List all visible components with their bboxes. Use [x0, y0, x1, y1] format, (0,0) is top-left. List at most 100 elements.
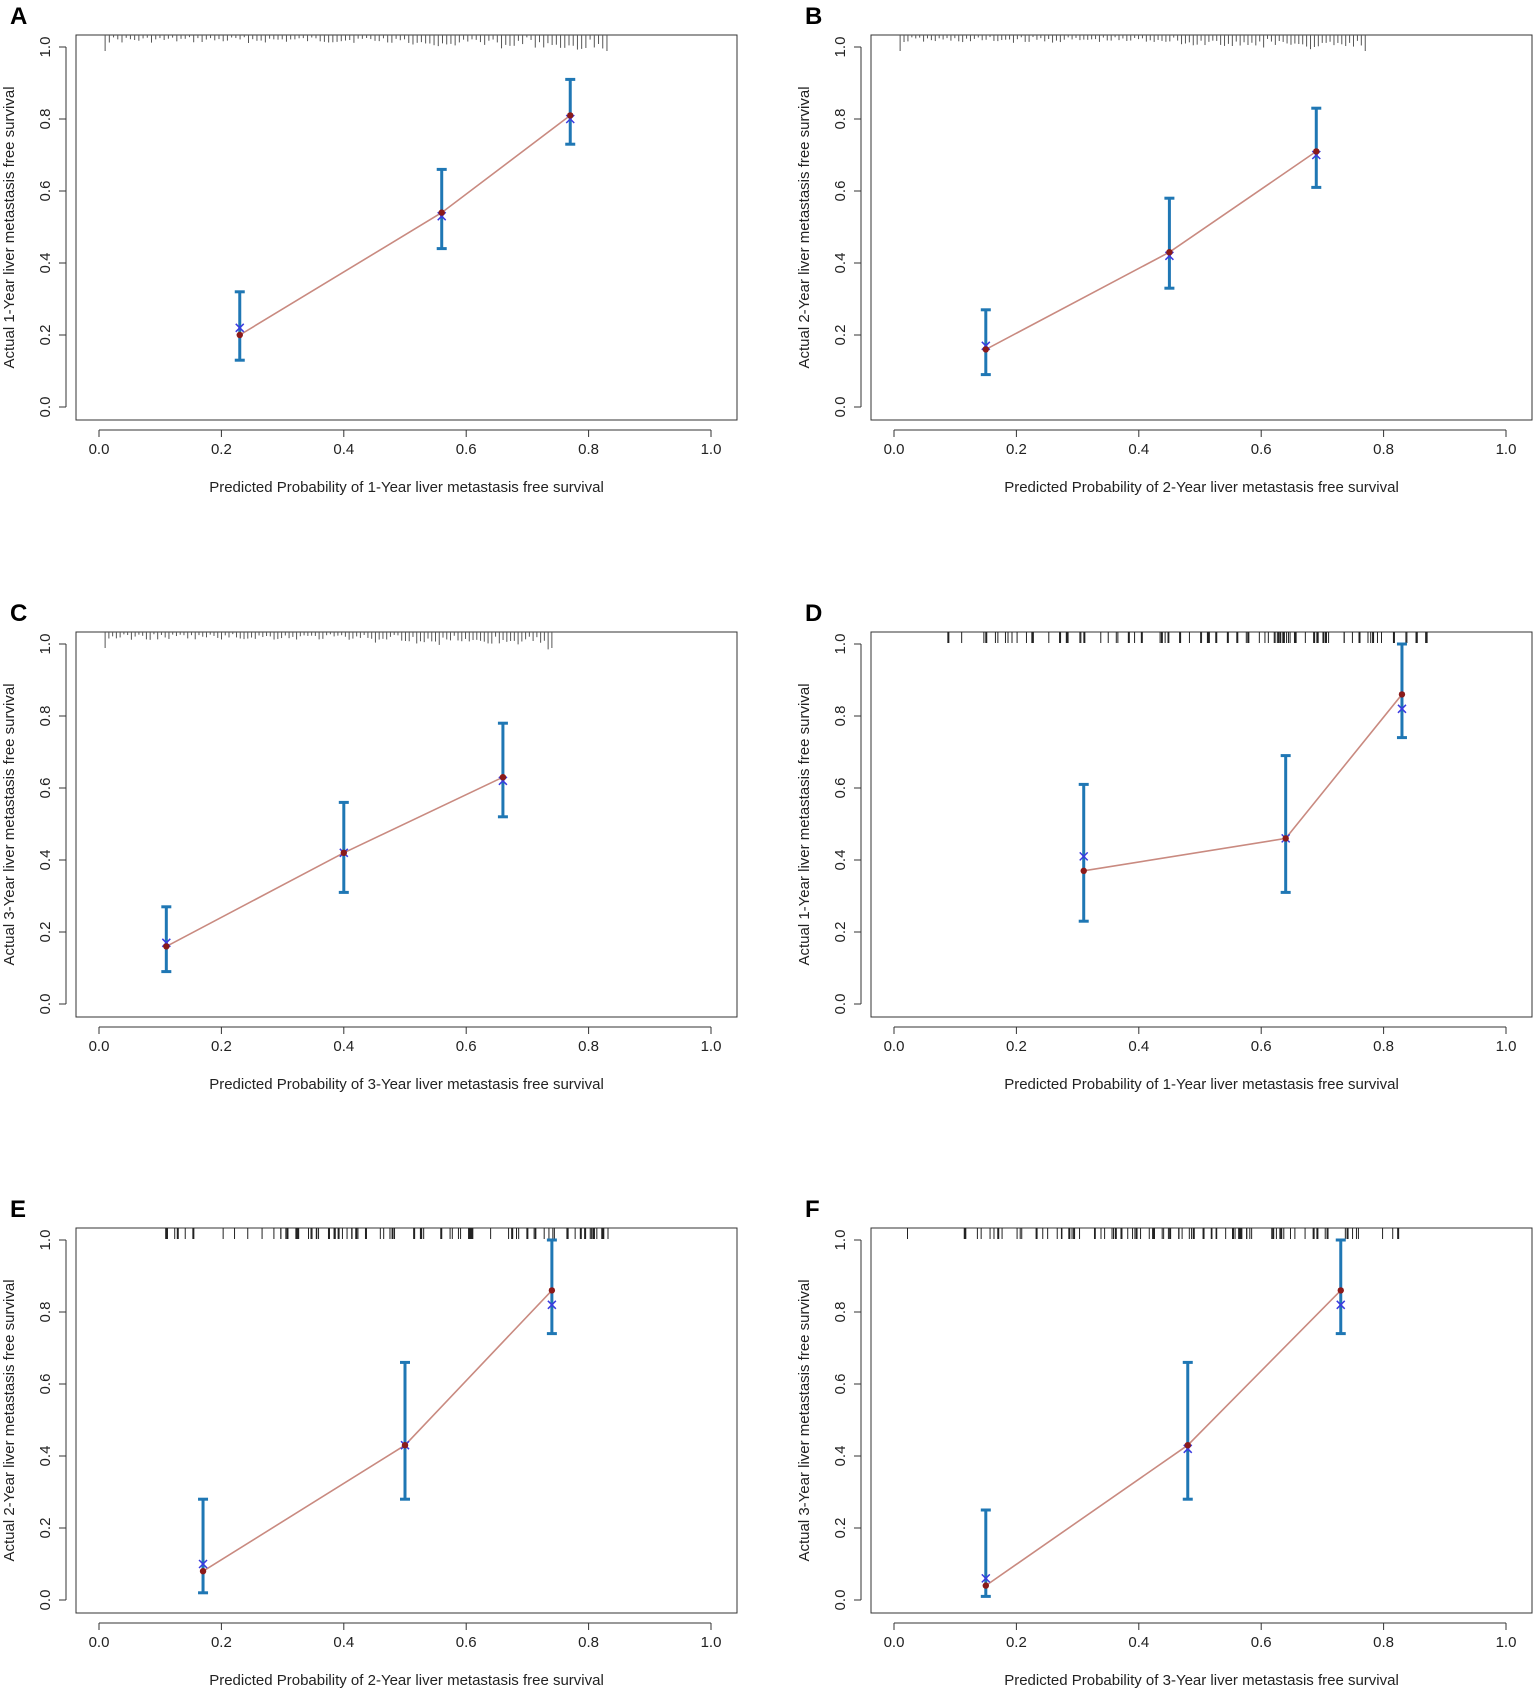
x-tick-label: 0.2	[211, 1634, 232, 1651]
rug	[947, 632, 1428, 643]
calibration-panel-f: F 0.0 0.2 0.4 0.6 0.8 1.0 0.0 0.2 0.4 0.6 0.8 1.0 Pre…	[796, 1196, 1533, 1689]
y-axis-title: Actual 2-Year liver metastasis free surv…	[1, 1279, 18, 1561]
observed-point	[1337, 1287, 1344, 1294]
x-tick-label: 0.0	[89, 1038, 110, 1055]
y-tick-label: 0.0	[37, 994, 54, 1015]
x-tick-label: 0.6	[1251, 1038, 1272, 1055]
calibration-point-group	[234, 290, 245, 362]
y-tick-label: 1.0	[832, 1230, 849, 1251]
y-tick-label: 0.0	[37, 1590, 54, 1611]
calibration-panel-d: D 0.0 0.2 0.4 0.6 0.8 1.0 0.0 0.2 0.4 0.6 0.8 1.0 Pre…	[796, 600, 1533, 1093]
x-tick-label: 0.4	[1128, 1634, 1149, 1651]
x-axis-title: Predicted Probability of 3-Year liver me…	[1004, 1672, 1399, 1689]
corrected-point-marker	[1079, 851, 1089, 861]
y-tick-label: 0.6	[832, 1374, 849, 1395]
y-tick-label: 0.4	[37, 850, 54, 871]
y-tick-label: 0.4	[37, 253, 54, 274]
observed-point	[982, 1582, 989, 1589]
corrected-point-marker	[1397, 704, 1407, 714]
x-tick-label: 0.4	[333, 1634, 354, 1651]
corrected-point-marker	[547, 1300, 557, 1310]
y-axis-title: Actual 3-Year liver metastasis free surv…	[1, 683, 18, 965]
y-tick-label: 0.2	[832, 325, 849, 346]
rug	[906, 1228, 1400, 1239]
calibration-line	[985, 1289, 1342, 1587]
x-tick-label: 0.4	[1128, 1038, 1149, 1055]
calibration-line	[985, 150, 1317, 351]
y-tick-label: 1.0	[37, 634, 54, 655]
calibration-panel-a: A 0.0 0.2 0.4 0.6 0.8 1.0 0.0 0.2 0.4 0.6 0.8 1.0 Pre…	[1, 3, 738, 496]
calibration-point-group	[546, 1238, 557, 1336]
y-tick-label: 0.2	[37, 922, 54, 943]
y-tick-label: 0.6	[832, 181, 849, 202]
calibration-point-group	[1280, 754, 1291, 894]
observed-point	[438, 209, 445, 216]
panel-letter: B	[805, 3, 822, 30]
y-axis-title: Actual 1-Year liver metastasis free surv…	[796, 683, 813, 965]
x-tick-label: 0.4	[333, 1038, 354, 1055]
x-tick-label: 1.0	[1496, 441, 1517, 458]
panel-letter: D	[805, 600, 822, 627]
observed-point	[1313, 148, 1320, 155]
calibration-point-group	[1396, 642, 1407, 740]
x-axis-title: Predicted Probability of 3-Year liver me…	[209, 1076, 604, 1093]
x-tick-label: 0.2	[211, 441, 232, 458]
plot-frame	[870, 1227, 1533, 1614]
x-tick-label: 0.8	[578, 441, 599, 458]
panel-letter: F	[805, 1196, 820, 1223]
x-tick-label: 0.2	[211, 1038, 232, 1055]
calibration-point-group	[1182, 1360, 1193, 1501]
y-tick-label: 0.8	[37, 706, 54, 727]
observed-point	[499, 774, 507, 781]
x-tick-label: 1.0	[701, 1634, 722, 1651]
x-tick-label: 0.2	[1006, 1038, 1027, 1055]
rug	[104, 35, 608, 51]
y-tick-label: 1.0	[832, 37, 849, 58]
observed-point	[1184, 1442, 1191, 1449]
y-tick-label: 1.0	[37, 37, 54, 58]
x-tick-label: 0.6	[456, 1038, 477, 1055]
x-tick-label: 0.4	[1128, 441, 1149, 458]
y-tick-label: 0.6	[37, 181, 54, 202]
corrected-point-marker	[235, 323, 245, 333]
calibration-point-group	[198, 1497, 209, 1595]
y-tick-label: 0.4	[832, 850, 849, 871]
plot-frame	[75, 631, 738, 1018]
calibration-panel-e: E 0.0 0.2 0.4 0.6 0.8 1.0 0.0 0.2 0.4 0.6 0.8 1.0 Pre…	[1, 1196, 738, 1689]
x-tick-label: 0.4	[333, 441, 354, 458]
x-tick-label: 0.0	[884, 1634, 905, 1651]
y-tick-label: 0.0	[832, 1590, 849, 1611]
observed-point	[1166, 249, 1173, 256]
x-axis-title: Predicted Probability of 1-Year liver me…	[1004, 1076, 1399, 1093]
observed-point	[1398, 691, 1406, 698]
calibration-point-group	[1164, 196, 1175, 290]
rug	[899, 35, 1366, 51]
y-tick-label: 0.8	[37, 109, 54, 130]
y-tick-label: 0.0	[37, 397, 54, 418]
y-tick-label: 0.8	[832, 109, 849, 130]
calibration-point-group	[1078, 782, 1089, 923]
y-tick-label: 0.6	[37, 1374, 54, 1395]
x-tick-label: 0.8	[578, 1634, 599, 1651]
calibration-line	[165, 776, 504, 948]
observed-point	[982, 346, 989, 353]
calibration-line	[202, 1289, 553, 1572]
calibration-point-group	[565, 77, 576, 146]
x-tick-label: 0.6	[1251, 1634, 1272, 1651]
corrected-point-marker	[1336, 1300, 1346, 1310]
y-tick-label: 0.4	[832, 253, 849, 274]
x-tick-label: 1.0	[1496, 1634, 1517, 1651]
calibration-point-group	[338, 800, 349, 894]
x-tick-label: 0.0	[89, 441, 110, 458]
plot-frame	[870, 34, 1533, 421]
observed-point	[548, 1287, 556, 1294]
calibration-point-group	[497, 721, 508, 819]
calibration-point-group	[980, 308, 991, 377]
x-tick-label: 0.0	[89, 1634, 110, 1651]
calibration-point-group	[1311, 106, 1322, 189]
x-axis-title: Predicted Probability of 1-Year liver me…	[209, 479, 604, 496]
y-tick-label: 0.4	[832, 1446, 849, 1467]
y-tick-label: 0.6	[832, 778, 849, 799]
y-tick-label: 0.2	[37, 325, 54, 346]
